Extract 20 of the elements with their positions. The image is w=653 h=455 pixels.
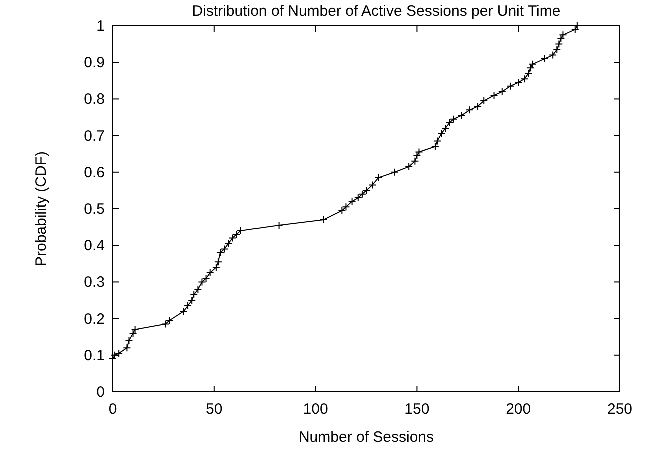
y-tick-label: 0.2 [84,310,105,328]
y-tick-label: 0.7 [84,128,105,145]
y-tick-label: 0.6 [84,164,105,182]
y-tick-label: 1 [96,18,105,35]
y-tick-label: 0 [96,384,105,401]
y-tick-label: 0.8 [84,91,105,108]
chart-title: Distribution of Number of Active Sessions per Unit Time [192,3,561,20]
x-tick-label: 0 [108,401,118,418]
y-tick-label: 0.5 [84,201,105,218]
x-tick-label: 200 [506,401,532,418]
x-axis-title: Number of Sessions [298,429,434,446]
y-tick-label: 0.4 [84,238,105,255]
y-axis-title: Probability (CDF) [33,151,50,267]
x-tick-label: 150 [404,401,430,418]
y-tick-label: 0.9 [84,54,105,72]
x-tick-label: 100 [303,401,328,418]
x-tick-label: 50 [206,401,223,418]
y-tick-label: 0.1 [84,347,105,364]
x-tick-label: 250 [607,401,633,418]
y-tick-label: 0.3 [84,274,105,292]
